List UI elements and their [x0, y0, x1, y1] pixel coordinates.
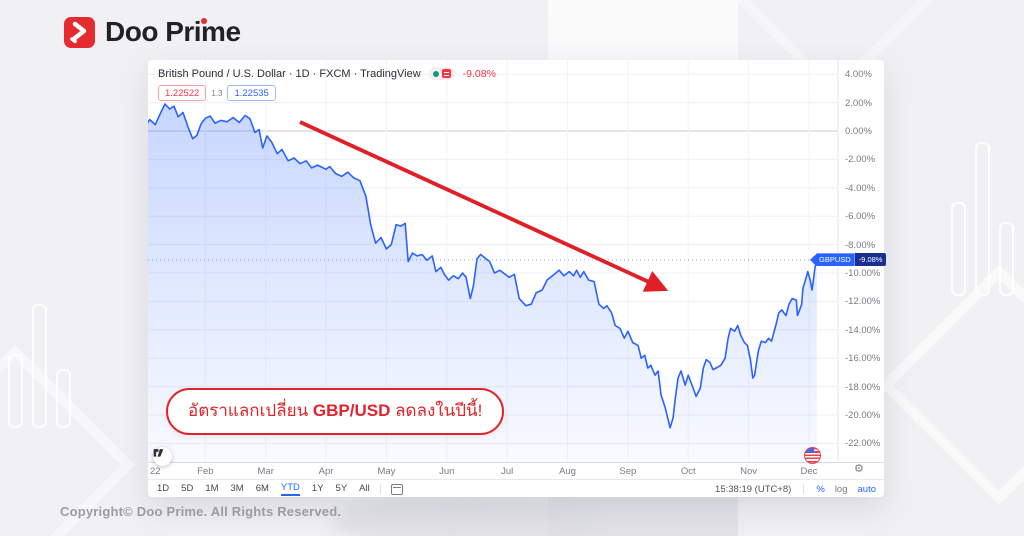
calendar-icon[interactable] — [390, 483, 403, 495]
price-badge-symbol: GBPUSD — [810, 253, 855, 267]
x-axis-label: Dec — [800, 466, 818, 477]
tradingview-logo-icon[interactable] — [153, 447, 172, 466]
chart-title: British Pound / U.S. Dollar · 1D · FXCM … — [158, 67, 421, 80]
scale-button-%[interactable]: % — [816, 483, 825, 495]
scale-button-log[interactable]: log — [834, 483, 848, 495]
x-axis-label: May — [377, 466, 396, 477]
bg-blob — [330, 492, 600, 536]
market-open-dot — [432, 70, 439, 77]
y-axis-label: -8.00% — [845, 239, 876, 251]
quote-row: 1.22522 1.3 1.22535 — [158, 85, 276, 101]
market-status-pill[interactable] — [428, 67, 455, 80]
x-axis-label: Aug — [559, 466, 576, 477]
chart-header: British Pound / U.S. Dollar · 1D · FXCM … — [158, 67, 496, 80]
toolbar-divider — [803, 484, 805, 494]
scale-button-auto[interactable]: auto — [857, 483, 877, 495]
range-button-all[interactable]: All — [359, 483, 370, 494]
spread-value: 1.3 — [211, 88, 223, 98]
bg-equalizer-bars-right — [951, 96, 1014, 296]
data-feed-icon — [441, 69, 451, 78]
x-axis-label: Mar — [257, 466, 274, 477]
area-fill — [148, 104, 817, 462]
range-button-5d[interactable]: 5D — [181, 483, 194, 494]
scale-buttons: % log auto — [816, 484, 876, 495]
y-axis-label: 4.00% — [845, 69, 872, 81]
x-axis-label: Jul — [501, 466, 514, 477]
annotation-callout: อัตราแลกเปลี่ยน GBP/USD ลดลงในปีนี้! — [166, 388, 505, 435]
downtrend-arrow — [299, 120, 669, 292]
y-axis-label: -6.00% — [845, 211, 876, 223]
ask-price-button[interactable]: 1.22535 — [227, 85, 276, 101]
fxcm-globe-icon — [804, 447, 821, 464]
y-axis-label: -18.00% — [845, 381, 881, 393]
range-switcher: 1D 5D 1M 3M 6M YTD 1Y 5Y All — [157, 482, 370, 496]
price-line — [148, 103, 818, 429]
range-button-3m[interactable]: 3M — [230, 483, 244, 494]
time-axis[interactable]: 22 Feb Mar Apr May Jun Jul Aug Sep Oct Nov Dec — [148, 462, 884, 479]
y-axis-label: -22.00% — [845, 438, 881, 450]
range-button-6m[interactable]: 6M — [255, 483, 269, 494]
x-axis-label: Nov — [740, 466, 758, 477]
x-axis-label: 22 — [150, 466, 161, 477]
copyright-text: Copyright© Doo Prime. All Rights Reserve… — [60, 504, 342, 519]
header-change-pct: -9.08% — [462, 67, 496, 80]
settings-gear-icon[interactable]: ⚙ — [854, 463, 864, 475]
tradingview-chart-card: British Pound / U.S. Dollar · 1D · FXCM … — [148, 60, 887, 498]
y-axis-label: -14.00% — [845, 324, 881, 336]
doo-prime-arrow-icon — [64, 16, 95, 48]
y-axis-label: -4.00% — [845, 182, 876, 194]
bg-equalizer-bars-left — [8, 258, 71, 428]
price-badge-change: -9.08% — [854, 253, 887, 267]
range-button-ytd[interactable]: YTD — [280, 482, 300, 496]
toolbar-divider — [379, 484, 381, 494]
y-axis-label: -12.00% — [845, 296, 881, 308]
x-axis-label: Apr — [318, 466, 334, 477]
x-axis-label: Feb — [197, 466, 214, 477]
y-axis-label: -2.00% — [845, 154, 876, 166]
clock-label[interactable]: 15:38:19 (UTC+8) — [715, 483, 792, 495]
y-axis-label: 2.00% — [845, 97, 872, 109]
range-button-1y[interactable]: 1Y — [311, 483, 324, 494]
annotation-text: ลดลงในปีนี้! — [390, 401, 483, 420]
last-price-badge: GBPUSD -9.08% — [810, 253, 887, 267]
y-axis-label: 0.00% — [845, 126, 872, 137]
doo-prime-wordmark: Doo Prime — [105, 16, 241, 47]
bid-price-button[interactable]: 1.22522 — [158, 85, 207, 101]
x-axis-label: Jun — [439, 466, 455, 477]
range-button-5y[interactable]: 5Y — [335, 483, 348, 494]
bottom-toolbar: 1D 5D 1M 3M 6M YTD 1Y 5Y All 15:38:19 (UTC+8) % l… — [148, 479, 884, 498]
y-axis-label: -16.00% — [845, 353, 881, 365]
annotation-symbol: GBP/USD — [312, 401, 391, 420]
toolbar-right: 15:38:19 (UTC+8) % log auto — [715, 484, 876, 495]
bg-chevron-right — [878, 264, 1024, 506]
y-axis-label: -10.00% — [845, 268, 881, 279]
y-axis-label: -20.00% — [845, 410, 881, 421]
x-axis-label: Sep — [619, 466, 637, 477]
logo-i-dot — [201, 18, 207, 24]
annotation-text: อัตราแลกเปลี่ยน — [188, 401, 313, 420]
range-button-1d[interactable]: 1D — [157, 483, 170, 494]
x-axis-label: Oct — [680, 466, 696, 477]
price-axis[interactable]: 4.00% 2.00% 0.00% -2.00% -4.00% -6.00% -8.00% -… — [148, 60, 884, 462]
doo-prime-logo: Doo Prime — [64, 16, 241, 48]
range-button-1m[interactable]: 1M — [205, 483, 219, 494]
chart-plot[interactable] — [148, 60, 884, 497]
